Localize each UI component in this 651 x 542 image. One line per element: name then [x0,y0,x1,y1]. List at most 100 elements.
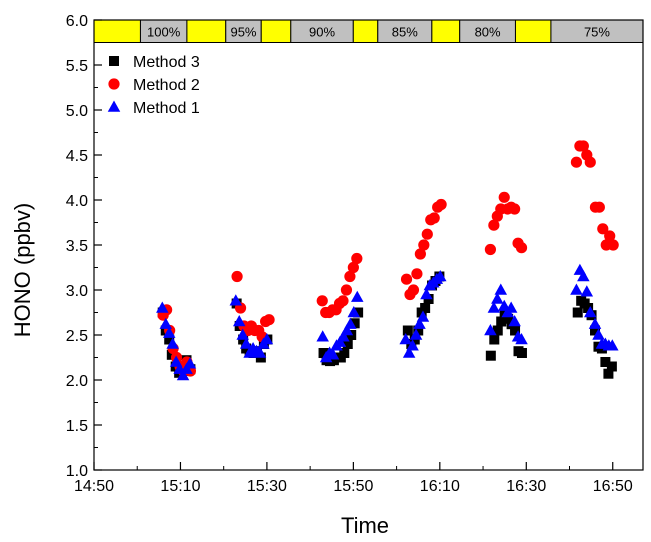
data-point [349,318,360,329]
data-point [510,325,521,336]
data-point [402,325,413,336]
data-point [508,314,521,327]
data-point [344,270,356,283]
data-point [263,314,275,326]
x-tick-label: 15:10 [160,478,200,495]
x-tick-label: 15:50 [333,478,373,495]
data-point [342,339,353,349]
data-point [487,301,501,313]
legend-marker [109,56,119,66]
legend-label: Method 3 [133,54,200,71]
data-point [406,339,419,351]
legend-marker [108,78,120,90]
data-point [229,294,243,306]
humidity-label: 75% [584,24,610,39]
data-point [606,339,619,351]
data-point [607,239,619,251]
data-point [421,228,433,240]
data-point [597,223,609,235]
y-tick-label: 2.0 [66,373,88,390]
data-point [411,268,423,280]
data-point [176,368,190,381]
data-point [570,156,583,168]
data-point [606,361,617,372]
data-point [515,242,528,254]
humidity-segment [260,19,292,43]
legend-marker [107,100,121,112]
legend-label: Method 1 [133,100,200,117]
data-point [590,325,601,336]
data-point [600,357,611,367]
data-point [260,332,274,345]
data-point [489,334,500,345]
series-method-1 [156,263,619,381]
data-point [231,270,243,283]
data-point [577,269,590,282]
data-point [337,295,349,307]
x-tick-label: 16:10 [420,478,460,495]
data-point [413,325,424,336]
data-point [232,314,246,327]
data-point [434,269,447,282]
x-tick-label: 16:50 [593,478,633,495]
data-point [339,348,350,358]
x-tick-label: 15:30 [247,478,287,495]
data-point [580,285,594,297]
data-point [503,313,514,324]
data-point [162,326,176,338]
data-point [584,156,596,168]
humidity-segment [186,19,227,43]
y-tick-label: 6.0 [66,13,88,30]
data-point [588,317,602,329]
data-point [353,307,364,318]
data-point [420,287,433,300]
x-axis-label: Time [341,513,389,538]
humidity-label: 85% [392,24,418,39]
data-point [414,248,426,260]
data-point [494,283,508,295]
data-point [156,301,169,313]
data-point [347,305,361,318]
data-point [484,243,497,256]
data-point [159,317,173,329]
legend-label: Method 2 [133,77,200,94]
y-tick-label: 1.0 [66,463,88,480]
data-point [351,252,363,265]
y-tick-label: 5.0 [66,103,88,120]
y-tick-label: 3.0 [66,283,88,300]
data-point [316,295,328,307]
data-point [516,348,527,358]
data-point [488,219,500,231]
data-point [485,350,496,361]
humidity-label: 90% [309,24,335,39]
data-point [409,328,423,340]
data-point [428,212,440,224]
data-point [164,334,175,345]
data-point [413,317,426,329]
humidity-segment [431,19,461,43]
data-point [326,348,340,360]
axes: 1.0 1.5 2.0 2.5 3.0 3.5 4.0 4.5 5.0 5.5 6.0 14:50 15… [66,13,644,495]
humidity-segment [93,19,141,43]
data-point [604,230,616,242]
data-point [239,337,253,349]
data-point [347,261,359,274]
data-point [577,140,589,152]
data-point [418,239,430,251]
data-point [593,201,605,213]
y-tick-label: 1.5 [66,418,88,435]
data-point [407,284,420,296]
humidity-segment [352,19,379,43]
data-point [402,346,416,358]
data-point [253,346,267,358]
data-point [491,292,504,304]
data-point [583,303,594,313]
data-points [156,140,619,381]
data-point [351,290,364,302]
data-point [504,301,518,313]
data-point [435,198,447,211]
y-tick-label: 4.0 [66,193,88,210]
data-point [166,337,179,349]
